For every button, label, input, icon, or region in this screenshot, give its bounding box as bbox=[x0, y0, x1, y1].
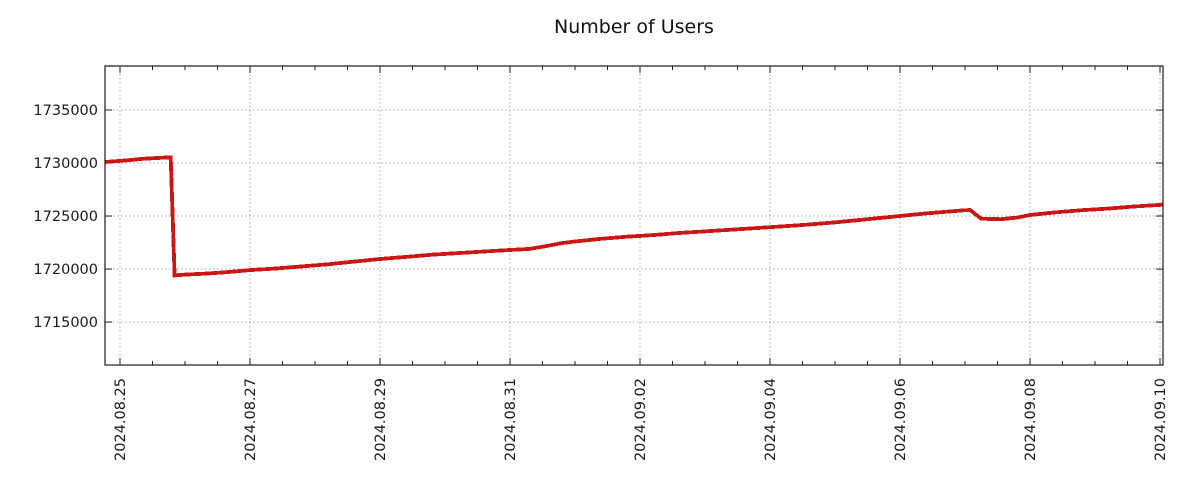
y-tick-label: 1720000 bbox=[33, 262, 98, 278]
x-tick-label: 2024.08.29 bbox=[373, 378, 389, 461]
y-tick-label: 1735000 bbox=[33, 103, 98, 119]
x-tick-label: 2024.09.10 bbox=[1153, 378, 1169, 461]
x-tick-label: 2024.09.04 bbox=[763, 378, 779, 461]
x-tick-label: 2024.08.31 bbox=[503, 378, 519, 461]
x-tick-label: 2024.09.08 bbox=[1023, 378, 1039, 461]
series-line-users bbox=[104, 155, 1164, 278]
x-tick-label: 2024.08.25 bbox=[113, 378, 129, 461]
x-tick-label: 2024.09.06 bbox=[893, 378, 909, 461]
chart-title: Number of Users bbox=[554, 16, 714, 38]
y-tick-label: 1715000 bbox=[33, 315, 98, 331]
x-tick-label: 2024.09.02 bbox=[633, 378, 649, 461]
y-tick-label: 1730000 bbox=[33, 156, 98, 172]
y-tick-label: 1725000 bbox=[33, 209, 98, 225]
x-tick-label: 2024.08.27 bbox=[243, 378, 259, 461]
plot-border bbox=[104, 65, 1164, 366]
